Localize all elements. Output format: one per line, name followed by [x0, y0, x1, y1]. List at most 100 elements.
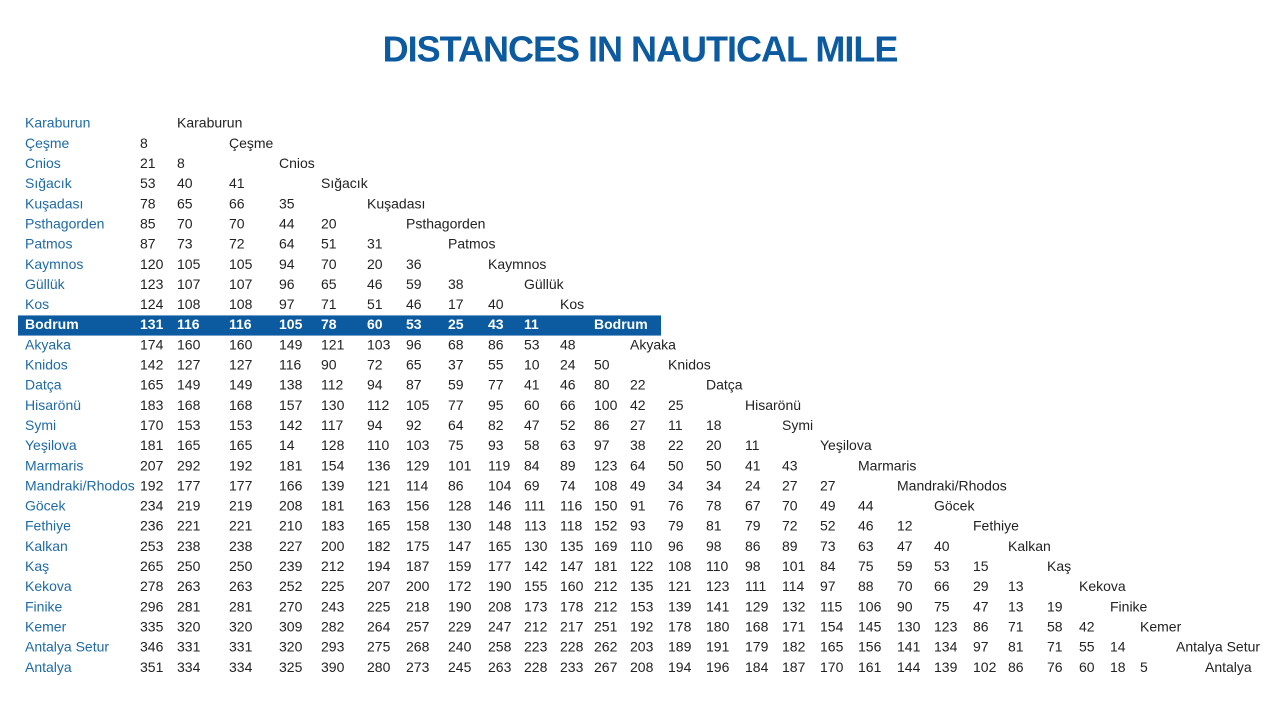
distance: 208 [279, 498, 303, 514]
distance: 207 [367, 578, 391, 594]
distance: 89 [560, 457, 576, 473]
row: Knidos 142 127 127 116 90 72 65 37 55 10 24 50 Knidos [25, 357, 711, 373]
distance: 182 [782, 639, 806, 655]
distance: 236 [140, 518, 164, 534]
distance: 87 [140, 236, 156, 252]
distance: 98 [706, 538, 722, 554]
distance: 14 [279, 437, 295, 453]
distance: 263 [488, 659, 512, 675]
distance: 86 [1008, 659, 1024, 675]
distance: 190 [488, 578, 512, 594]
distance: 96 [406, 336, 422, 352]
distance: 178 [560, 598, 584, 614]
distance: 187 [782, 659, 806, 675]
distance: 90 [897, 598, 913, 614]
distance: 154 [321, 457, 345, 473]
diagonal-name: Yeşilova [820, 437, 872, 453]
row: Kaymnos 120 105 105 94 70 20 36 Kaymnos [25, 256, 546, 272]
row: Akyaka 174 160 160 149 121 103 96 68 86 53 48 Akyaka [25, 336, 676, 352]
distance: 142 [140, 357, 164, 373]
place-name: Kos [25, 296, 49, 312]
distance: 76 [1047, 659, 1063, 675]
place-name: Hisarönü [25, 397, 81, 413]
distance: 281 [229, 598, 253, 614]
distance: 168 [745, 618, 769, 634]
distance: 50 [594, 357, 610, 373]
distance: 124 [140, 296, 164, 312]
distance: 94 [367, 377, 383, 393]
distance: 64 [448, 417, 464, 433]
distance: 18 [706, 417, 722, 433]
distance: 80 [594, 377, 610, 393]
distance: 65 [406, 357, 422, 373]
distance: 46 [406, 296, 422, 312]
distance: 73 [820, 538, 836, 554]
distance: 131 [140, 316, 164, 332]
distance: 263 [177, 578, 201, 594]
distance: 65 [321, 276, 337, 292]
distance: 234 [140, 498, 164, 514]
distance: 97 [594, 437, 610, 453]
distance: 53 [934, 558, 950, 574]
place-name: Antalya Setur [25, 639, 109, 655]
diagonal-name: Kaymnos [488, 256, 546, 272]
distance: 104 [488, 477, 512, 493]
distance: 20 [706, 437, 722, 453]
diagonal-name: Marmaris [858, 457, 916, 473]
diagonal-name: Hisarönü [745, 397, 801, 413]
distance: 78 [706, 498, 722, 514]
place-name: Akyaka [25, 336, 71, 352]
distance: 153 [177, 417, 201, 433]
distance: 247 [488, 618, 512, 634]
distance: 75 [448, 437, 464, 453]
distance: 76 [668, 498, 684, 514]
diagonal-name: Bodrum [594, 316, 648, 332]
distance: 123 [706, 578, 730, 594]
distance: 46 [367, 276, 383, 292]
distance: 127 [177, 357, 201, 373]
diagonal-name: Cnios [279, 155, 315, 171]
distance: 165 [177, 437, 201, 453]
distance: 72 [782, 518, 798, 534]
row: Cnios 21 8 Cnios [25, 155, 315, 171]
distance: 88 [858, 578, 874, 594]
row: Kuşadası 78 65 66 35 Kuşadası [25, 195, 425, 211]
place-name: Antalya [25, 659, 72, 675]
distance: 181 [140, 437, 164, 453]
place-name: Kaymnos [25, 256, 83, 272]
distance: 130 [321, 397, 345, 413]
distance: 22 [630, 377, 646, 393]
distance: 120 [140, 256, 164, 272]
place-name: Patmos [25, 236, 72, 252]
distance: 121 [321, 336, 345, 352]
distance: 27 [820, 477, 836, 493]
distance: 40 [488, 296, 504, 312]
distance: 40 [934, 538, 950, 554]
distance: 105 [177, 256, 201, 272]
distance: 239 [279, 558, 303, 574]
row: Fethiye 236 221 221 210 183 165 158 130 148 113 118… [25, 518, 1019, 534]
distance: 183 [321, 518, 345, 534]
distance: 92 [406, 417, 422, 433]
distance: 34 [668, 477, 684, 493]
distance: 149 [279, 336, 303, 352]
distance: 102 [973, 659, 997, 675]
distance: 163 [367, 498, 391, 514]
distance: 320 [279, 639, 303, 655]
distance: 157 [279, 397, 303, 413]
distance: 20 [321, 215, 337, 231]
diagonal-name: Antalya Setur [1176, 639, 1260, 655]
distance: 127 [229, 357, 253, 373]
distance: 69 [524, 477, 540, 493]
distance: 147 [448, 538, 472, 554]
distance: 12 [897, 518, 913, 534]
distance: 189 [668, 639, 692, 655]
distance: 169 [594, 538, 618, 554]
distance: 153 [630, 598, 654, 614]
distance: 180 [706, 618, 730, 634]
distance: 130 [897, 618, 921, 634]
distance: 94 [279, 256, 295, 272]
distance: 212 [321, 558, 345, 574]
distance: 111 [745, 578, 766, 594]
